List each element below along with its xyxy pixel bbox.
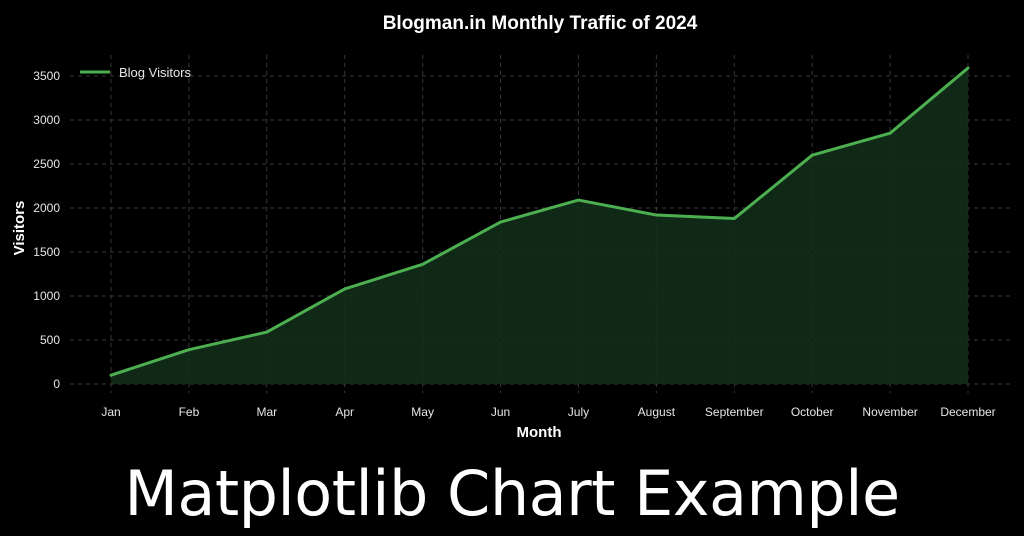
legend: Blog Visitors — [80, 65, 192, 80]
y-tick-label: 2500 — [33, 157, 60, 171]
y-tick-label: 0 — [53, 377, 60, 391]
x-tick-label: November — [862, 405, 917, 419]
x-tick-label: Mar — [256, 405, 277, 419]
x-tick-label: July — [568, 405, 589, 419]
area-fill — [111, 68, 968, 384]
x-tick-label: May — [411, 405, 434, 419]
x-axis-ticks: Jan Feb Mar Apr May Jun July August September Oct… — [101, 405, 995, 419]
x-tick-label: September — [705, 405, 764, 419]
plot-area — [109, 66, 970, 384]
x-axis-label: Month — [517, 424, 562, 441]
banner-heading: Matplotlib Chart Example — [124, 457, 900, 530]
y-tick-label: 3500 — [33, 69, 60, 83]
data-point — [265, 330, 269, 334]
series-line-blog-visitors — [109, 66, 970, 377]
x-tick-label: Jun — [491, 405, 510, 419]
x-tick-label: Feb — [179, 405, 200, 419]
data-point — [576, 198, 580, 202]
y-tick-label: 1500 — [33, 245, 60, 259]
y-tick-label: 3000 — [33, 113, 60, 127]
y-axis-ticks: 0 500 1000 1500 2000 2500 3000 3500 — [33, 69, 60, 391]
x-tick-label: Jan — [101, 405, 120, 419]
y-tick-label: 2000 — [33, 201, 60, 215]
y-tick-label: 1000 — [33, 289, 60, 303]
data-point — [732, 217, 736, 221]
data-point — [187, 348, 191, 352]
data-point — [654, 213, 658, 217]
data-point — [421, 262, 425, 266]
chart-title: Blogman.in Monthly Traffic of 2024 — [383, 13, 698, 34]
data-point — [966, 66, 970, 70]
x-tick-label: October — [791, 405, 834, 419]
data-point — [109, 373, 113, 377]
data-point — [888, 131, 892, 135]
x-tick-label: Apr — [335, 405, 354, 419]
x-tick-label: December — [940, 405, 995, 419]
data-point — [810, 153, 814, 157]
data-point — [343, 287, 347, 291]
y-tick-label: 500 — [40, 333, 60, 347]
y-axis-label: Visitors — [11, 201, 28, 256]
traffic-chart: Blogman.in Monthly Traffic of 2024 0 500 1… — [11, 13, 1010, 441]
x-tick-label: August — [638, 405, 676, 419]
data-point — [499, 220, 503, 224]
legend-label: Blog Visitors — [119, 65, 192, 80]
